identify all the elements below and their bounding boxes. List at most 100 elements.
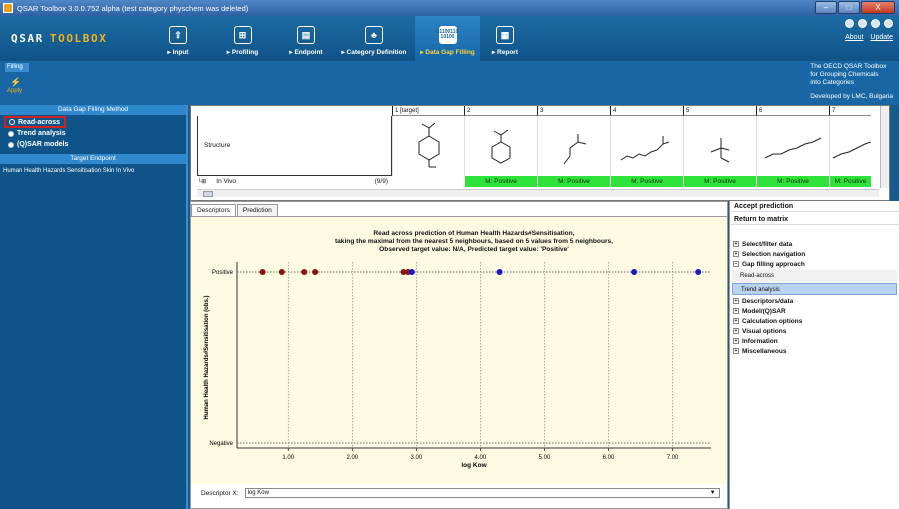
column-header[interactable]: 5 — [683, 106, 756, 116]
molecule-drawing-2 — [491, 129, 511, 164]
matrix-vertical-scrollbar[interactable] — [880, 106, 889, 188]
method-trend-analysis[interactable]: Trend analysis — [0, 128, 186, 139]
method-label: Trend analysis — [17, 130, 66, 137]
category-definition-icon: ♣ — [365, 26, 383, 44]
x-tick-label: 7.00 — [667, 455, 679, 461]
tab-endpoint-label: ▸ Endpoint — [289, 49, 323, 56]
radio-icon[interactable] — [9, 119, 15, 125]
matrix-cell[interactable]: M: Positive — [829, 176, 871, 187]
column-header[interactable]: 4 — [610, 106, 683, 116]
tab-profiling[interactable]: ⊞ ▸ Profiling — [206, 16, 279, 61]
matrix-cell[interactable]: M: Positive — [610, 176, 683, 187]
option-model-qsar[interactable]: + Model/(Q)SAR — [730, 306, 899, 316]
value-row: M: Positive M: Positive M: Positive M: P… — [392, 176, 871, 187]
data-point — [278, 269, 285, 275]
tab-report[interactable]: ▦ ▸ Report — [480, 16, 530, 61]
option-label: Descriptors/data — [742, 297, 794, 305]
structure-image[interactable] — [392, 116, 464, 176]
method-qsar-models[interactable]: (Q)SAR models — [0, 139, 186, 150]
option-information[interactable]: + Information — [730, 336, 899, 346]
expand-plus-icon[interactable]: + — [733, 338, 739, 344]
in-vivo-row-label[interactable]: └⊞ In Vivo (9/9) — [197, 176, 392, 187]
expand-plus-icon[interactable]: + — [733, 241, 739, 247]
approach-trend-analysis[interactable]: Trend analysis — [732, 283, 897, 295]
left-panel: Data Gap Filling Method Read-across Tren… — [0, 105, 188, 509]
scroll-thumb[interactable] — [203, 191, 213, 197]
option-selection-navigation[interactable]: + Selection navigation — [730, 249, 899, 259]
tab-category-definition[interactable]: ♣ ▸ Category Definition — [333, 16, 415, 61]
target-endpoint-value: Human Health Hazards Sensitisation Skin … — [3, 168, 135, 174]
window-title: QSAR Toolbox 3.0.0.752 alpha (test categ… — [17, 3, 249, 13]
tab-data-gap-filling[interactable]: 01100110 10100 ▸ Data Gap Filling — [415, 16, 480, 61]
tab-input[interactable]: ⇪ ▸ Input — [150, 16, 206, 61]
chevron-down-icon[interactable]: ▼ — [709, 490, 716, 496]
radio-icon[interactable] — [8, 130, 14, 137]
tree-expand-icon[interactable]: └⊞ — [197, 179, 207, 185]
collapse-minus-icon[interactable]: − — [733, 261, 739, 267]
about-link[interactable]: About — [845, 34, 864, 41]
maximize-button[interactable]: □ — [838, 1, 860, 14]
matrix-cell-target[interactable] — [392, 176, 464, 187]
method-label: (Q)SAR models — [17, 141, 69, 148]
expand-plus-icon[interactable]: + — [733, 298, 739, 304]
structure-image[interactable] — [610, 116, 683, 176]
data-point — [695, 269, 702, 275]
option-gap-filling-approach[interactable]: − Gap filling approach — [730, 259, 899, 269]
descriptor-select[interactable]: log Kow ▼ — [244, 488, 720, 498]
report-icon: ▦ — [496, 26, 514, 44]
matrix-cell[interactable]: M: Positive — [464, 176, 537, 187]
column-header[interactable]: 2 — [464, 106, 537, 116]
option-label: Miscellaneous — [742, 347, 787, 355]
column-header[interactable]: 3 — [537, 106, 610, 116]
expand-plus-icon[interactable]: + — [733, 318, 739, 324]
scatter-chart[interactable]: Read across prediction of Human Health H… — [191, 217, 727, 485]
tab-prediction[interactable]: Prediction — [236, 204, 278, 216]
tab-endpoint[interactable]: ▤ ▸ Endpoint — [279, 16, 333, 61]
subtab-filling[interactable]: Filling — [5, 63, 29, 72]
data-point — [301, 269, 308, 275]
accept-prediction-button[interactable]: Accept prediction — [730, 201, 899, 212]
expand-plus-icon[interactable]: + — [733, 348, 739, 354]
return-to-matrix-button[interactable]: Return to matrix — [730, 214, 899, 225]
column-header[interactable]: 6 — [756, 106, 829, 116]
oecd-info: The OECD QSAR Toolbox for Grouping Chemi… — [810, 63, 893, 101]
expand-plus-icon[interactable]: + — [733, 328, 739, 334]
structure-image[interactable] — [537, 116, 610, 176]
data-point — [400, 269, 407, 275]
info-icon[interactable] — [871, 19, 880, 28]
minimize-button[interactable]: – — [815, 1, 837, 14]
matrix-cell[interactable]: M: Positive — [537, 176, 610, 187]
settings-icon[interactable] — [858, 19, 867, 28]
approach-read-across[interactable]: Read-across — [732, 270, 897, 282]
lightning-icon[interactable]: ⚡ — [10, 77, 22, 87]
column-header[interactable]: 1 [target] — [392, 106, 464, 116]
option-descriptors-data[interactable]: + Descriptors/data — [730, 296, 899, 306]
column-header[interactable]: 7 — [829, 106, 871, 116]
radio-icon[interactable] — [8, 141, 14, 148]
structure-image[interactable] — [464, 116, 537, 176]
descriptor-selector-row: Descriptor X: log Kow ▼ — [201, 488, 720, 498]
expand-plus-icon[interactable]: + — [733, 251, 739, 257]
matrix-horizontal-scrollbar[interactable] — [197, 189, 879, 197]
logo-word-toolbox: TOOLBOX — [49, 32, 108, 45]
option-select-filter-data[interactable]: + Select/filter data — [730, 239, 899, 249]
main-ribbon: QSAR TOOLBOX ⇪ ▸ Input ⊞ ▸ Profiling ▤ ▸… — [0, 16, 899, 61]
wrench-icon[interactable] — [884, 19, 893, 28]
update-link[interactable]: Update — [870, 34, 893, 41]
close-button[interactable]: X — [861, 1, 895, 14]
tab-descriptors[interactable]: Descriptors — [191, 204, 236, 216]
option-calculation-options[interactable]: + Calculation options — [730, 316, 899, 326]
apply-button[interactable]: Apply — [7, 88, 23, 94]
matrix-cell[interactable]: M: Positive — [756, 176, 829, 187]
option-visual-options[interactable]: + Visual options — [730, 326, 899, 336]
structure-image[interactable] — [756, 116, 829, 176]
help-icon[interactable] — [845, 19, 854, 28]
row-count: (9/9) — [374, 178, 388, 185]
structure-image[interactable] — [829, 116, 871, 176]
option-label: Calculation options — [742, 317, 803, 325]
method-read-across[interactable]: Read-across — [4, 116, 66, 128]
option-miscellaneous[interactable]: + Miscellaneous — [730, 346, 899, 356]
structure-image[interactable] — [683, 116, 756, 176]
expand-plus-icon[interactable]: + — [733, 308, 739, 314]
matrix-cell[interactable]: M: Positive — [683, 176, 756, 187]
